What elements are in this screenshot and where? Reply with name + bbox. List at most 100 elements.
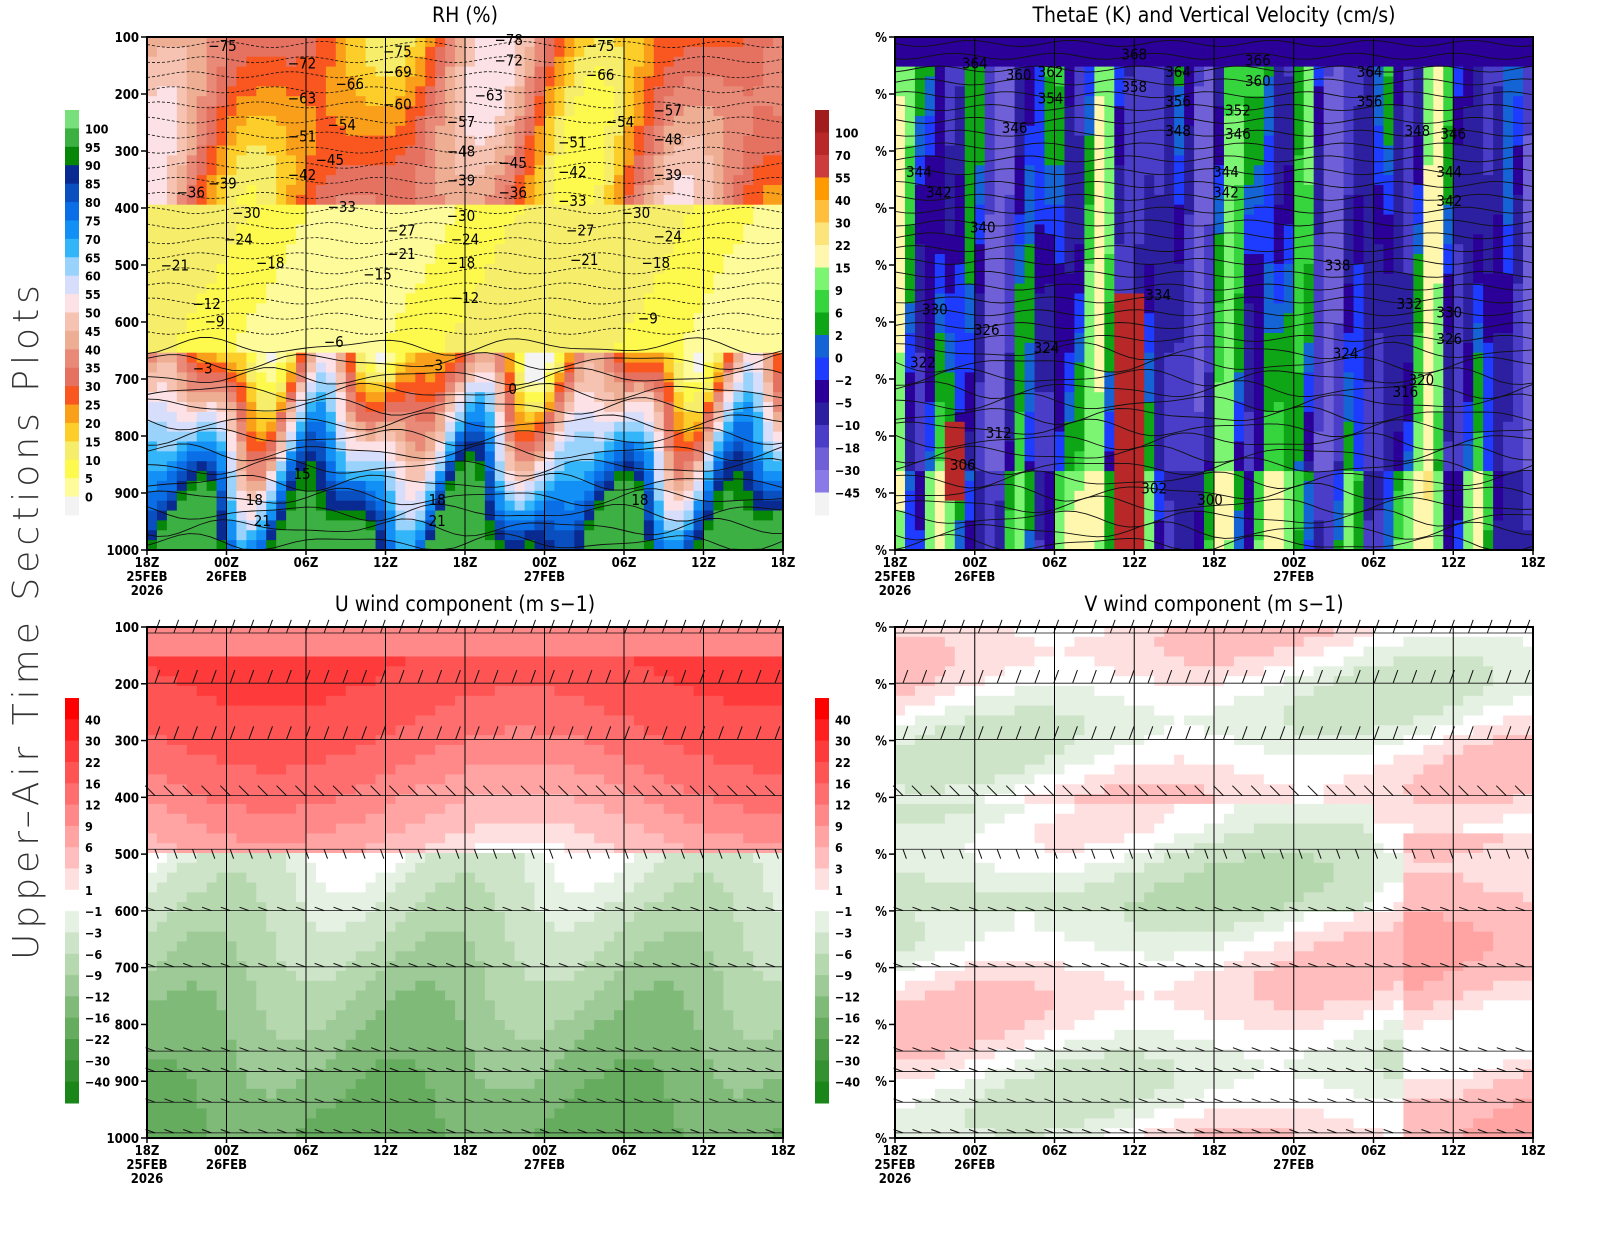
rh-cell [653, 204, 665, 216]
rh-cell [186, 135, 198, 147]
thetae-cell [1094, 530, 1105, 541]
thetae-cell [1024, 431, 1036, 443]
contour-label: −57 [653, 101, 681, 119]
thetae-cell [1014, 352, 1026, 364]
rh-cell [276, 194, 287, 206]
thetae-cell [1064, 520, 1076, 531]
rh-cell [534, 362, 546, 374]
rh-cell [554, 214, 565, 226]
rh-cell [315, 145, 327, 156]
rh-cell [633, 342, 645, 354]
rh-cell [266, 480, 277, 492]
colorbar-label: 0 [85, 490, 93, 505]
rh-cell [773, 145, 784, 156]
thetae-cell [1084, 323, 1095, 334]
colorbar-label: 85 [85, 177, 101, 192]
rh-cell [365, 372, 377, 383]
thetae-cell [994, 175, 1006, 186]
rh-cell [594, 372, 605, 383]
rh-cell [425, 332, 436, 344]
rh-cell [315, 106, 327, 117]
thetae-cell [1034, 402, 1046, 413]
rh-cell [614, 471, 625, 482]
rh-cell [186, 234, 198, 245]
rh-cell [286, 342, 297, 354]
rh-cell [673, 352, 685, 364]
rh-cell [375, 76, 387, 87]
thetae-cell [1004, 135, 1016, 147]
rh-cell [663, 421, 675, 433]
thetae-cell [924, 471, 936, 482]
thetae-cell [1144, 402, 1155, 413]
rh-cell [624, 431, 635, 443]
rh-cell [584, 293, 595, 304]
rh-cell [296, 46, 307, 58]
rh-cell [633, 115, 645, 127]
rh-cell [465, 214, 476, 226]
rh-cell [395, 392, 406, 403]
thetae-cell [964, 530, 976, 541]
rh-cell [395, 165, 406, 176]
rh-cell [395, 441, 406, 452]
rh-cell [216, 194, 228, 206]
rh-cell [375, 106, 387, 117]
contour-label: −15 [363, 266, 391, 284]
rh-cell [435, 362, 446, 374]
thetae-cell [1114, 382, 1125, 393]
thetae-cell [1004, 194, 1016, 206]
rh-cell [653, 234, 665, 245]
rh-cell [614, 234, 625, 245]
rh-cell [315, 332, 327, 344]
rh-cell [514, 263, 526, 275]
thetae-cell [1154, 263, 1165, 275]
rh-cell [226, 56, 238, 68]
thetae-cell [904, 115, 916, 127]
thetae-cell [1014, 283, 1026, 295]
thetae-cell [1044, 303, 1056, 314]
rh-cell [147, 510, 158, 522]
thetae-cell [994, 46, 1006, 58]
rh-cell [315, 263, 327, 275]
thetae-cell [994, 135, 1006, 147]
thetae-cell [924, 224, 936, 235]
rh-cell [723, 204, 734, 216]
thetae-cell [1144, 332, 1155, 344]
rh-cell [345, 234, 357, 245]
rh-cell [345, 145, 357, 156]
rh-cell [166, 490, 178, 502]
rh-cell [773, 204, 784, 216]
rh-cell [375, 313, 387, 324]
rh-cell [206, 263, 218, 275]
rh-cell [643, 500, 655, 512]
rh-cell [604, 372, 615, 383]
thetae-cell [1004, 332, 1016, 344]
rh-cell [335, 303, 347, 314]
thetae-cell [1064, 96, 1076, 107]
rh-cell [315, 372, 327, 383]
thetae-cell [895, 392, 906, 403]
rh-cell [315, 194, 327, 206]
rh-cell [514, 46, 526, 58]
rh-cell [186, 342, 198, 354]
thetae-cell [1014, 451, 1026, 462]
rh-cell [147, 293, 158, 304]
rh-cell [266, 510, 277, 522]
rh-cell [465, 451, 476, 462]
rh-cell [435, 520, 446, 531]
rh-cell [176, 500, 188, 512]
rh-cell [226, 86, 238, 97]
thetae-cell [974, 342, 986, 354]
rh-cell [494, 86, 506, 97]
rh-cell [345, 165, 357, 176]
thetae-cell [934, 490, 946, 502]
rh-cell [435, 451, 446, 462]
rh-cell [753, 165, 764, 176]
rh-cell [276, 451, 287, 462]
rh-cell [723, 155, 734, 166]
rh-cell [405, 352, 416, 364]
rh-cell [723, 540, 734, 551]
rh-cell [474, 323, 486, 334]
rh-cell [713, 244, 724, 255]
rh-cell [544, 520, 556, 531]
rh-cell [236, 96, 247, 107]
